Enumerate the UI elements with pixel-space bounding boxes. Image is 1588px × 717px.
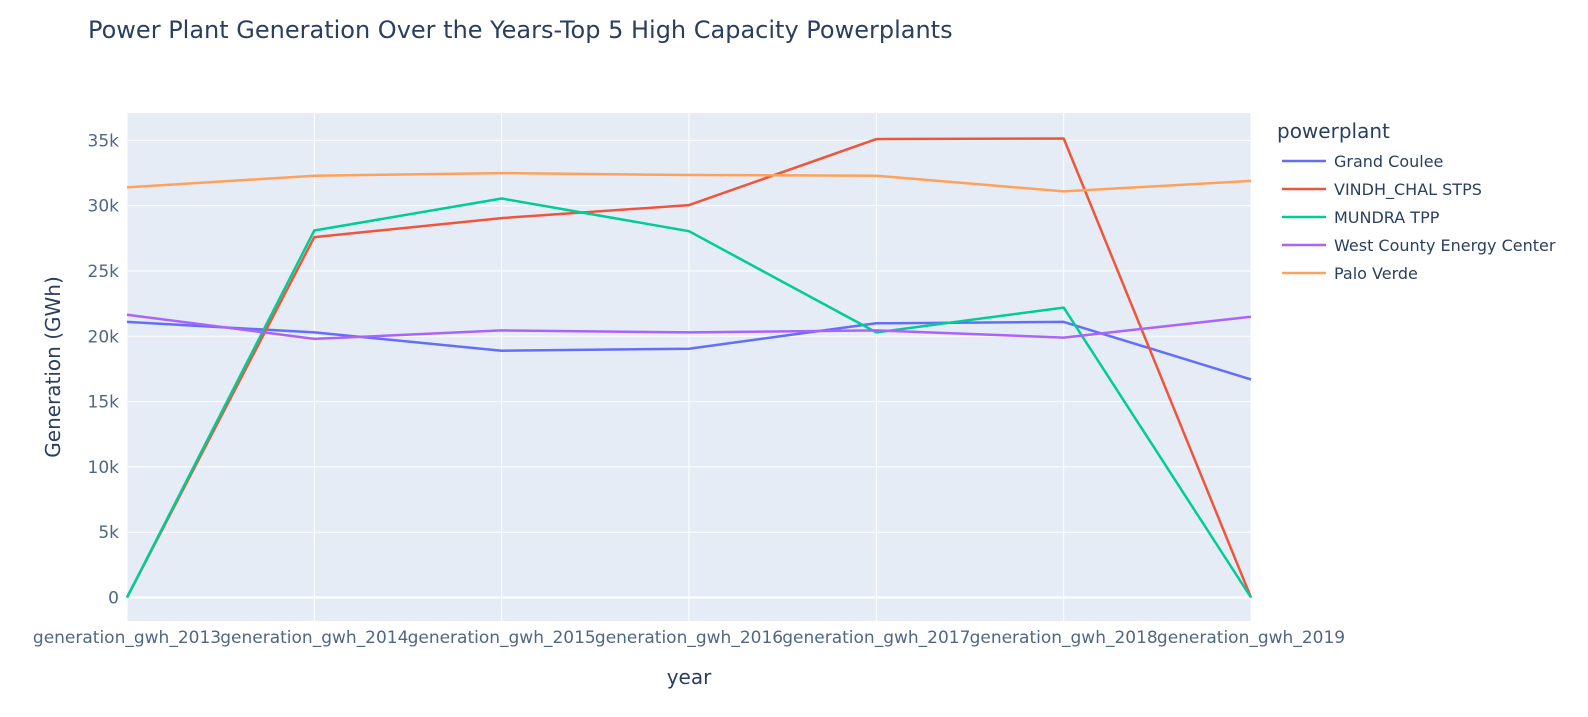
y-tick-label: 25k [88, 262, 120, 282]
x-tick-label: generation_gwh_2015 [408, 628, 596, 648]
legend-label: Grand Coulee [1334, 152, 1443, 171]
series-line-grand-coulee [126, 320, 1252, 381]
y-axis-title: Generation (GWh) [41, 276, 65, 457]
series-line-mundra-tpp [125, 197, 1253, 599]
chart-title: Power Plant Generation Over the Years-To… [88, 16, 953, 44]
legend-title: powerplant [1277, 119, 1390, 143]
x-tick-label: generation_gwh_2018 [970, 628, 1158, 648]
legend-label: VINDH_CHAL STPS [1334, 180, 1482, 200]
x-tick-label: generation_gwh_2019 [1157, 628, 1345, 648]
legend-label: Palo Verde [1334, 264, 1418, 283]
legend-item[interactable]: Palo Verde [1282, 264, 1418, 283]
legend-item[interactable]: West County Energy Center [1282, 236, 1556, 255]
series-lines [125, 137, 1253, 599]
legend-item[interactable]: VINDH_CHAL STPS [1282, 180, 1482, 200]
legend-label: MUNDRA TPP [1334, 208, 1440, 227]
x-tick-label: generation_gwh_2017 [782, 628, 970, 648]
x-axis: generation_gwh_2013 generation_gwh_2014 ge… [33, 628, 1345, 648]
y-tick-label: 0 [108, 588, 119, 608]
legend-item[interactable]: Grand Coulee [1282, 152, 1443, 171]
x-tick-label: generation_gwh_2014 [220, 628, 408, 648]
y-tick-label: 15k [88, 393, 120, 413]
y-tick-label: 5k [98, 523, 119, 543]
legend-label: West County Energy Center [1334, 236, 1556, 255]
y-tick-label: 30k [88, 197, 120, 217]
legend: powerplant Grand Coulee VINDH_CHAL STPS MU… [1277, 119, 1556, 283]
series-line-vindh-chal-stps [125, 137, 1253, 599]
y-tick-label: 10k [88, 458, 120, 478]
legend-item[interactable]: MUNDRA TPP [1282, 208, 1440, 227]
grid [126, 113, 1252, 621]
x-tick-label: generation_gwh_2013 [33, 628, 221, 648]
y-axis: 0 5k 10k 15k 20k 25k 30k 35k [88, 131, 120, 608]
x-tick-label: generation_gwh_2016 [595, 628, 783, 648]
x-axis-title: year [667, 665, 712, 689]
y-tick-label: 35k [88, 131, 120, 151]
series-line-palo-verde [126, 171, 1252, 193]
series-line-west-county-energy-center [126, 313, 1252, 341]
y-tick-label: 20k [88, 327, 120, 347]
